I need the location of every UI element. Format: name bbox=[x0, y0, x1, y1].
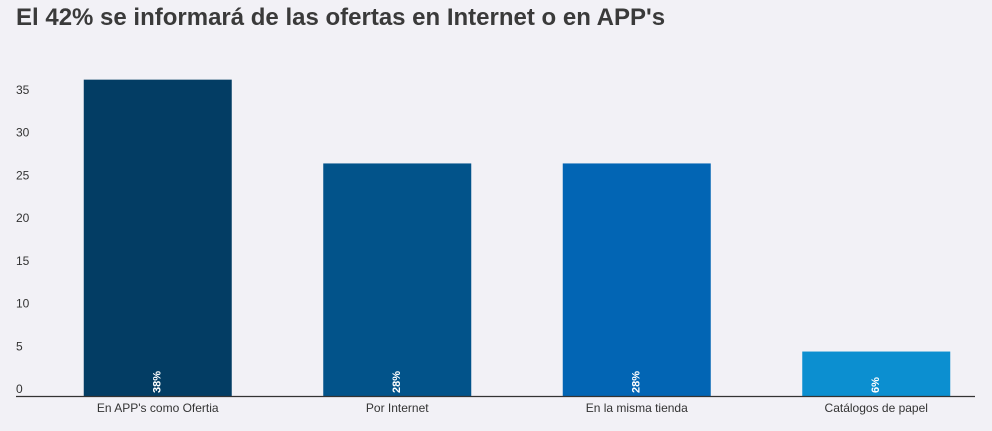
x-category-label: Por Internet bbox=[366, 401, 429, 415]
chart-title: El 42% se informará de las ofertas en In… bbox=[16, 4, 666, 31]
y-tick-label: 0 bbox=[16, 382, 23, 396]
bars bbox=[83, 79, 951, 397]
y-axis-ticks: 0 5 10 15 20 25 30 35 bbox=[16, 83, 30, 396]
bar-data-label: 38% bbox=[152, 371, 164, 393]
x-category-label: En APP's como Ofertia bbox=[97, 401, 219, 415]
bar-data-label: 6% bbox=[870, 377, 882, 393]
category-labels: En APP's como Ofertia Por Internet En la m… bbox=[97, 401, 928, 415]
y-tick-label: 30 bbox=[16, 126, 30, 140]
bar-data-label: 28% bbox=[631, 371, 643, 393]
x-category-label: Catálogos de papel bbox=[825, 401, 928, 415]
bar bbox=[562, 163, 711, 396]
x-category-label: En la misma tienda bbox=[586, 401, 688, 415]
y-tick-label: 10 bbox=[16, 297, 30, 311]
bar bbox=[323, 163, 472, 396]
y-tick-label: 35 bbox=[16, 83, 30, 97]
data-labels: 38% 28% 28% 6% bbox=[152, 371, 883, 393]
bar-data-label: 28% bbox=[391, 371, 403, 393]
y-tick-label: 25 bbox=[16, 168, 30, 182]
y-tick-label: 15 bbox=[16, 254, 30, 268]
bar bbox=[83, 79, 232, 397]
y-tick-label: 5 bbox=[16, 339, 23, 353]
y-tick-label: 20 bbox=[16, 211, 30, 225]
bar bbox=[802, 351, 951, 396]
